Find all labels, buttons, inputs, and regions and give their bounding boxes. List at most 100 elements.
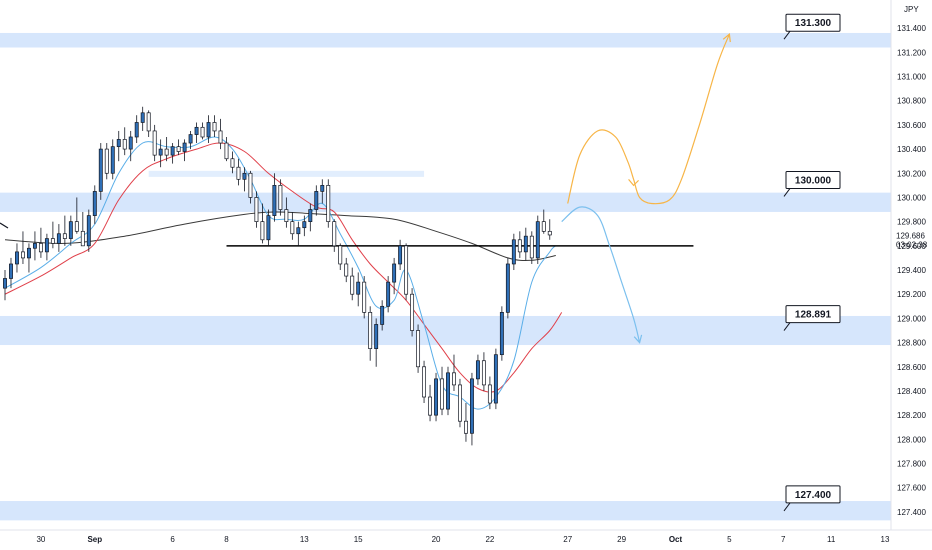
candle-body-up [296,227,301,235]
y-tick-label: 127.600 [897,484,926,493]
candle [44,233,49,261]
candle-body-down [440,378,444,410]
candle-body-up [523,235,528,253]
candle [224,136,229,162]
price-callouts: 131.300 130.000 128.891 127.400 [783,13,841,512]
candle [440,366,444,416]
candle-body-down [464,420,468,434]
price-callout[interactable]: 128.891 [783,305,841,331]
zone-2[interactable] [0,315,891,346]
y-tick-label: 130.400 [897,145,926,154]
x-tick-label: 30 [36,535,45,544]
candle-body-up [140,112,145,123]
candle-body-down [422,366,427,398]
candle [302,215,307,237]
candle-body-up [134,122,139,138]
candle [80,211,85,247]
candle-body-up [158,148,163,156]
candle-body-up [356,281,361,295]
x-tick-label: 20 [432,535,441,544]
candle [164,136,169,162]
candle-body-down [146,112,151,132]
candle [505,257,510,319]
callout-label: 131.300 [795,18,832,29]
candle [499,306,504,361]
candles [3,106,552,446]
callout-pointer [783,502,791,512]
current-price-label: 129.686 03:02:38 [896,231,928,249]
candle [374,318,379,367]
candle-body-up [374,324,379,349]
zone-1[interactable] [0,192,891,212]
callout-box [785,485,841,504]
candle-body-up [92,191,97,216]
candle [428,384,432,422]
candle [182,139,187,162]
callout-label: 127.400 [795,490,832,501]
candle-body-up [505,263,510,313]
candle-body-up [242,172,247,180]
price-callout[interactable]: 131.300 [783,13,841,40]
y-tick-label: 128.600 [897,363,926,372]
candle-body-down [452,372,456,386]
candle-body-up [386,281,391,307]
candle-body-down [416,330,421,368]
candle [146,110,151,137]
price-callout[interactable]: 127.400 [783,485,841,512]
candle [50,221,55,249]
current-price-countdown: 03:02:38 [896,240,928,249]
candle-body-up [392,263,397,283]
candle [338,243,343,271]
candle-body-up [398,245,403,265]
projection-down-path[interactable] [561,206,641,343]
candle [458,378,462,428]
candle [392,257,397,295]
candle [344,257,349,283]
candle [92,185,97,225]
zone-3[interactable] [0,501,891,521]
candle-body-up [475,360,480,380]
candle-body-down [529,235,534,259]
currency-label: JPY [904,5,919,14]
candle-body-up [511,239,516,265]
candle [547,219,552,240]
candle-body-down [236,166,241,180]
zone-4[interactable] [148,170,425,177]
candle [523,227,528,261]
candle-body-up [314,191,319,210]
candle [212,115,217,137]
y-tick-label: 129.400 [897,266,926,275]
projection-up-arrowhead [722,33,731,43]
candle-body-up [32,243,37,249]
candle [410,288,415,337]
callout-box [785,13,841,32]
y-tick-label: 130.600 [897,121,926,130]
candle [350,267,355,301]
candle-body-up [272,185,277,216]
projection-mid-arrowhead [628,178,640,187]
price-callout[interactable]: 130.000 [783,170,841,197]
projection-up-path[interactable] [567,33,730,205]
candle [248,170,253,204]
candle [308,203,313,232]
x-tick-label: 22 [485,535,494,544]
candle [21,231,25,264]
candle-body-down [80,230,85,247]
candle-body-down [344,263,349,277]
y-tick-label: 128.000 [897,435,926,444]
ma-black-line [4,211,556,262]
candle [122,127,127,156]
candle-body-up [302,221,307,229]
y-tick-label: 127.400 [897,508,926,517]
candle-body-down [278,185,283,210]
zone-0[interactable] [0,32,891,48]
candle [188,130,193,150]
candle-body-down [547,230,552,236]
candle [200,122,205,140]
candle [362,276,367,319]
candle-body-up [86,215,91,247]
x-tick-label: 5 [727,535,732,544]
candle-body-down [224,142,229,160]
candle-body-up [266,215,271,241]
